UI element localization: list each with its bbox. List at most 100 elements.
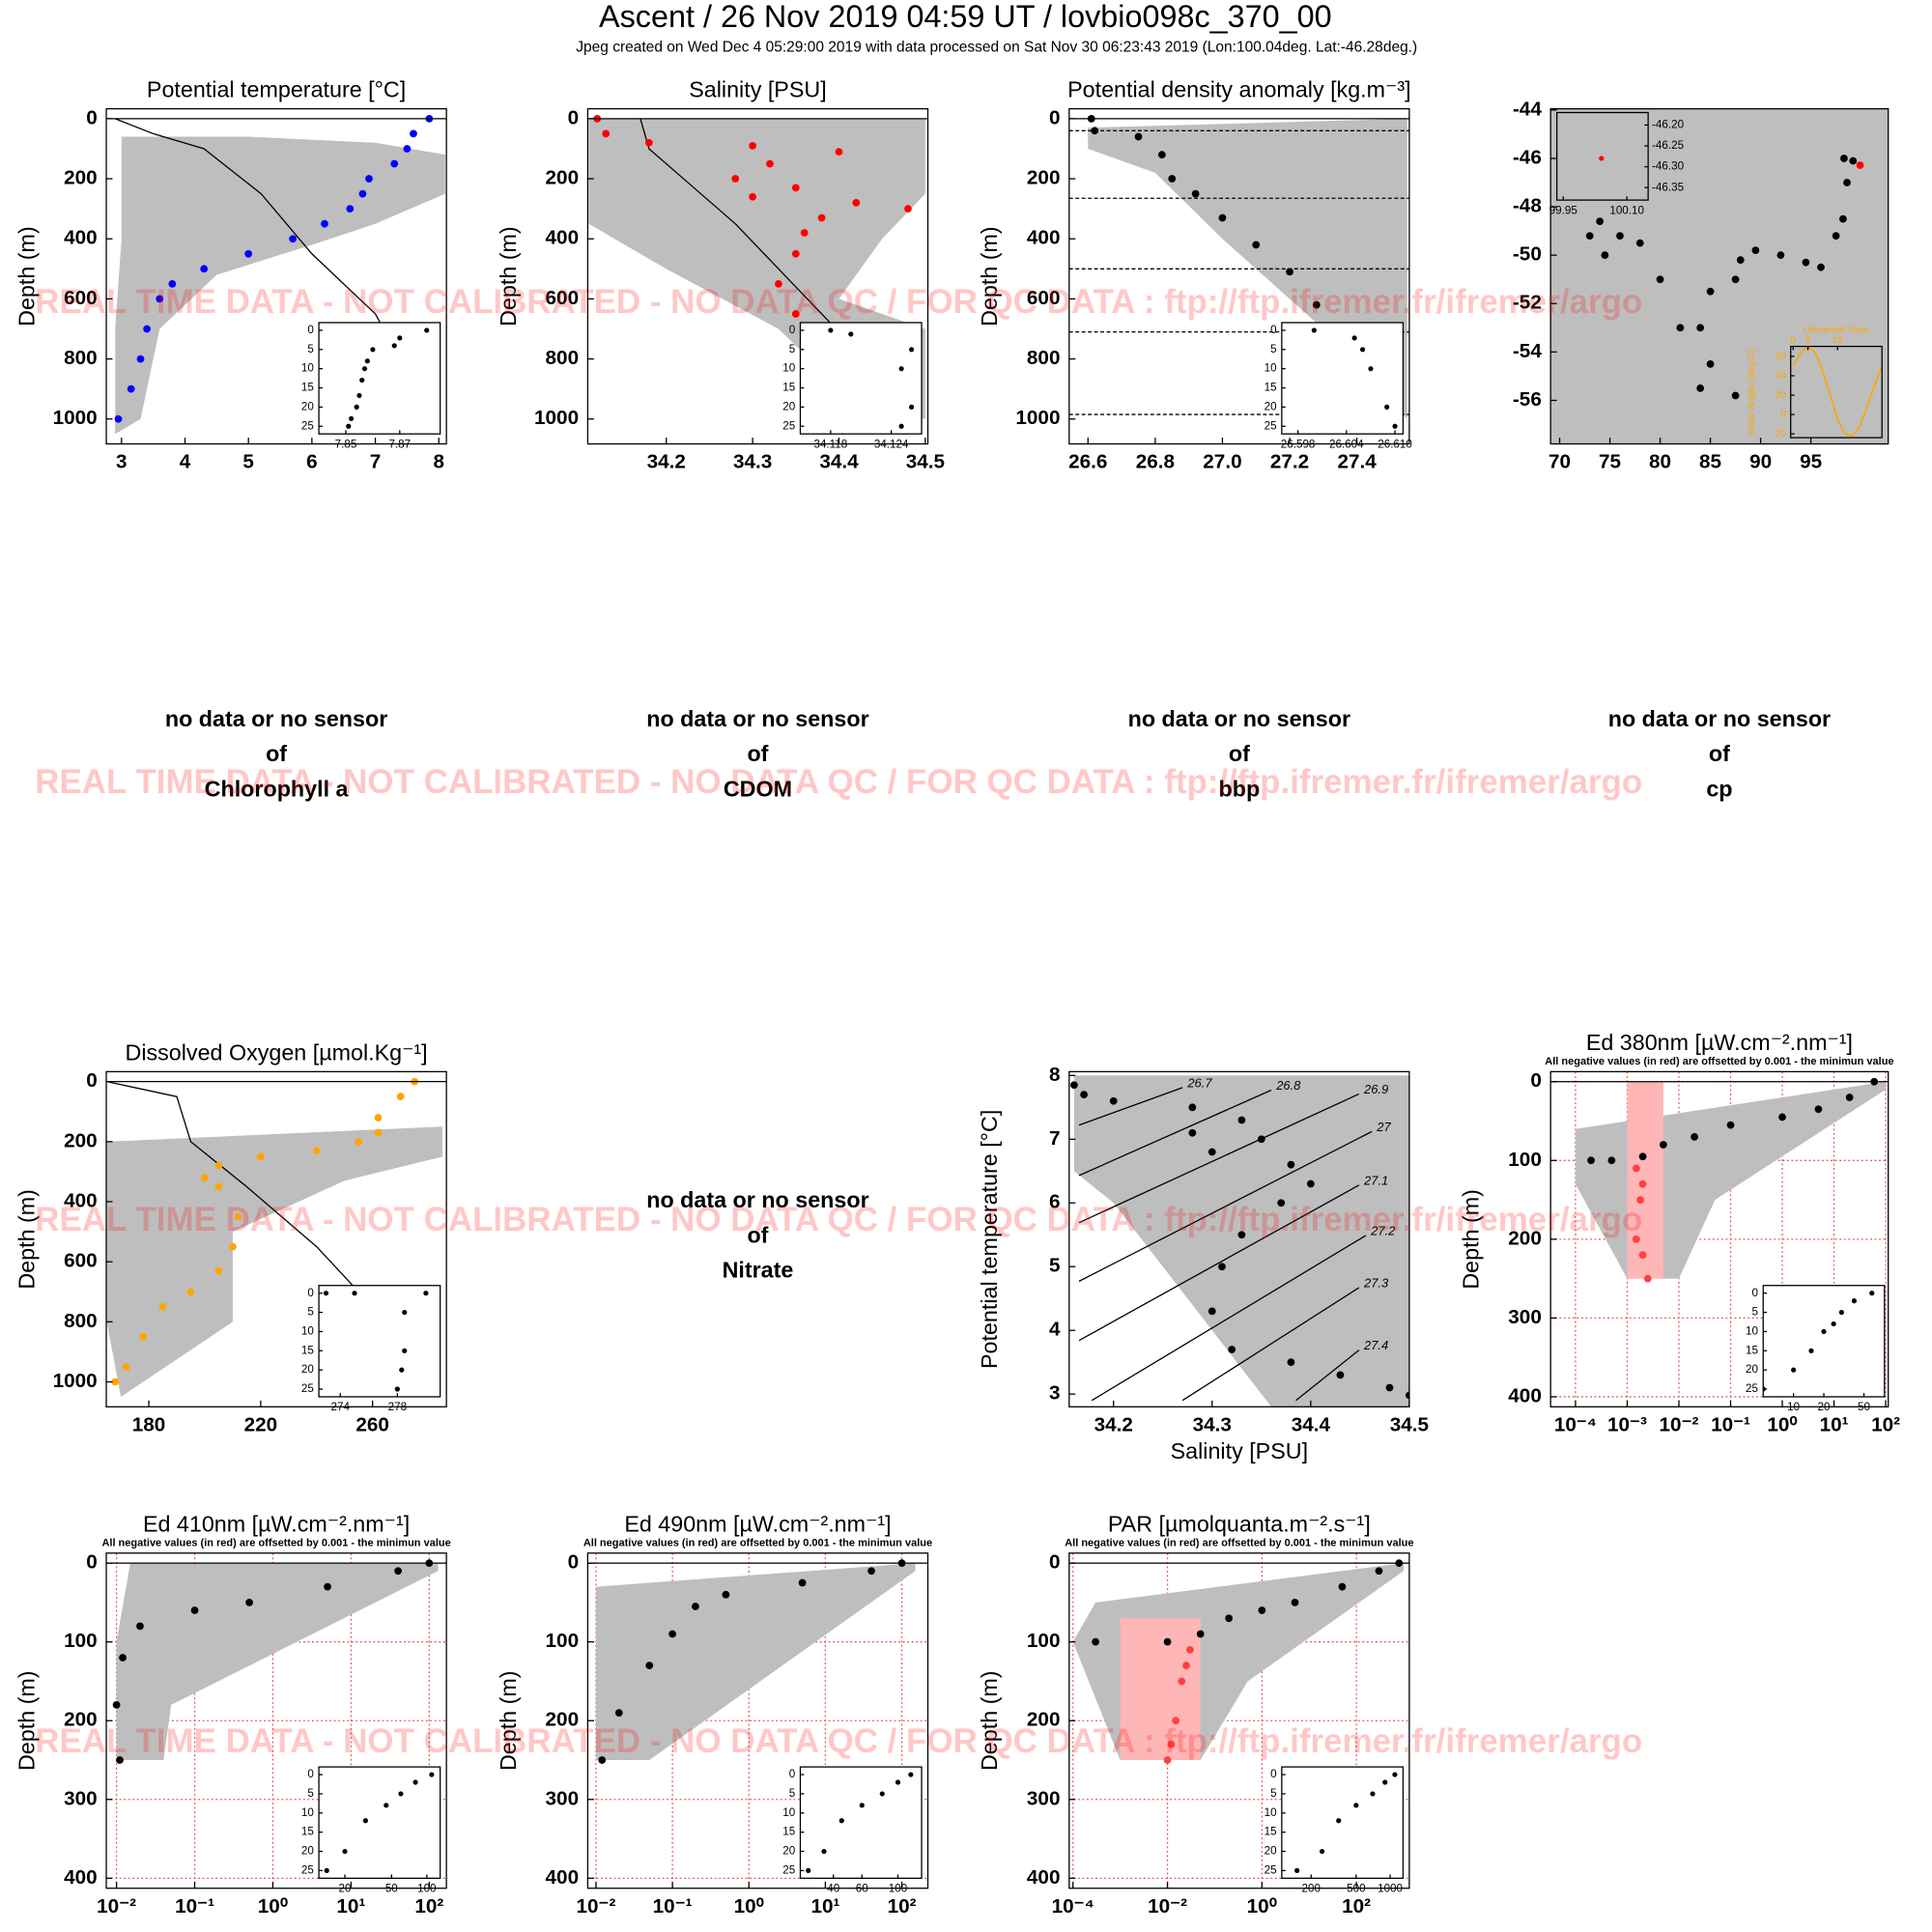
- y-tick-label: 10: [1264, 1806, 1277, 1819]
- panel-subtitle: All negative values (in red) are offsett…: [1545, 1056, 1893, 1067]
- x-tick-label: 10⁻²: [97, 1895, 136, 1918]
- data-point: [859, 1803, 865, 1808]
- y-tick-label: 5: [1049, 1255, 1061, 1277]
- no-data-text: no data or no sensor: [646, 1187, 868, 1212]
- data-point: [356, 392, 362, 399]
- panel-title: Ed 410nm [µW.cm⁻².nm⁻¹]: [143, 1511, 410, 1536]
- isopycnal: [1295, 1350, 1360, 1402]
- panel-title: Potential density anomaly [kg.m⁻³]: [1067, 77, 1410, 102]
- data-point: [214, 1266, 223, 1275]
- panel-title: PAR [µmolquanta.m⁻².s⁻¹]: [1108, 1511, 1371, 1536]
- y-tick-label: 0: [1270, 1768, 1277, 1780]
- x-tick-label: 60: [856, 1882, 868, 1894]
- y-tick-label: 300: [64, 1787, 98, 1809]
- no-data-text: Chlorophyll a: [205, 776, 350, 801]
- plot-frame: [105, 107, 447, 445]
- figure-title: Ascent / 26 Nov 2019 04:59 UT / lovbio09…: [599, 0, 1332, 34]
- no-data-text: no data or no sensor: [646, 706, 868, 731]
- data-point: [1258, 1606, 1266, 1614]
- no-data-text: of: [1709, 741, 1730, 766]
- x-tick-label: 80: [1649, 451, 1671, 473]
- y-tick-label: 0: [1530, 1069, 1542, 1092]
- data-point: [1252, 241, 1261, 249]
- y-tick-label: 200: [64, 1129, 98, 1151]
- data-point: [321, 219, 328, 228]
- data-point: [1208, 1307, 1216, 1316]
- data-point: [1638, 1179, 1647, 1188]
- no-data-text: cp: [1706, 776, 1732, 801]
- data-point: [1596, 217, 1605, 225]
- data-point: [1838, 214, 1847, 223]
- data-point: [1237, 1231, 1246, 1239]
- x-tick-label: 10⁻²: [577, 1895, 616, 1918]
- data-point: [229, 1242, 237, 1251]
- isopycnal-label: 27.2: [1370, 1223, 1395, 1237]
- x-tick-label: 10⁻¹: [653, 1895, 693, 1918]
- data-point: [1406, 1391, 1409, 1400]
- y-tick-label: 0: [86, 1069, 98, 1092]
- y-tick-label: -48: [1513, 195, 1542, 217]
- y-tick-label: 600: [64, 1250, 98, 1272]
- x-tick-label: 10²: [888, 1895, 917, 1918]
- x-tick-label: 26.604: [1329, 438, 1364, 450]
- y-tick-label: 100: [1027, 1630, 1061, 1652]
- data-point: [1359, 347, 1366, 353]
- x-tick-label: 260: [355, 1413, 389, 1435]
- panel-title: Dissolved Oxygen [µmol.Kg⁻¹]: [126, 1039, 428, 1065]
- y-tick-label: 0: [307, 1287, 314, 1299]
- data-point: [895, 1779, 901, 1785]
- data-point: [403, 145, 412, 153]
- data-point: [800, 229, 809, 237]
- x-tick-label: 10⁰: [258, 1895, 289, 1918]
- data-point: [1382, 1779, 1388, 1785]
- y-axis-label: Depth (m): [1459, 1189, 1484, 1290]
- data-point: [1237, 1116, 1246, 1124]
- plot-area: [323, 1291, 429, 1392]
- data-point: [1696, 324, 1705, 332]
- x-tick-label: 7.85: [335, 438, 357, 450]
- data-point: [394, 1386, 400, 1392]
- x-tick-label: 50: [1858, 1401, 1870, 1413]
- plot-area: [828, 327, 915, 429]
- y-tick-label: 10: [782, 362, 795, 375]
- data-point: [1336, 1818, 1342, 1824]
- x-tick-label: 10⁻¹: [175, 1895, 214, 1918]
- y-tick-label: 5: [789, 343, 795, 355]
- data-point: [692, 1603, 699, 1610]
- data-point: [791, 249, 800, 258]
- data-point: [1840, 155, 1848, 162]
- x-tick-label: 4: [180, 451, 191, 473]
- x-tick-label: 90: [1749, 451, 1772, 473]
- y-tick-label: -52: [1513, 292, 1542, 314]
- data-point: [136, 1622, 144, 1631]
- data-point: [394, 1567, 403, 1576]
- x-tick-label: 75: [1599, 451, 1621, 473]
- y-tick-label: -54: [1513, 340, 1542, 362]
- x-tick-label: 10²: [1871, 1413, 1900, 1435]
- data-point: [1821, 1328, 1827, 1335]
- data-point: [838, 1818, 844, 1824]
- isopycnal: [1078, 1130, 1373, 1282]
- panel-title: Universal Time: [1804, 326, 1870, 336]
- y-tick-label: 0: [568, 1551, 580, 1574]
- envelope: [595, 1563, 916, 1761]
- y-tick-label: 200: [546, 1709, 580, 1731]
- y-tick-label: 400: [1027, 227, 1061, 249]
- data-point: [602, 129, 611, 138]
- x-tick-label: 220: [244, 1413, 278, 1435]
- y-tick-label: 15: [782, 1826, 795, 1838]
- data-point: [1168, 175, 1177, 183]
- y-tick-label: 4: [1049, 1319, 1061, 1341]
- data-point: [1736, 256, 1745, 265]
- y-tick-label: 15: [301, 1344, 314, 1356]
- isopycnal: [1181, 1287, 1360, 1402]
- data-point: [1163, 1756, 1172, 1764]
- data-point: [1814, 1105, 1823, 1114]
- y-tick-label: 0: [1049, 106, 1061, 128]
- y-tick-label: 200: [1027, 1709, 1061, 1731]
- no-data-text: of: [1229, 741, 1250, 766]
- data-point: [1157, 151, 1166, 159]
- y-tick-label: -46.20: [1652, 119, 1685, 131]
- y-tick-label: 7: [1049, 1127, 1061, 1150]
- data-point: [1731, 391, 1740, 400]
